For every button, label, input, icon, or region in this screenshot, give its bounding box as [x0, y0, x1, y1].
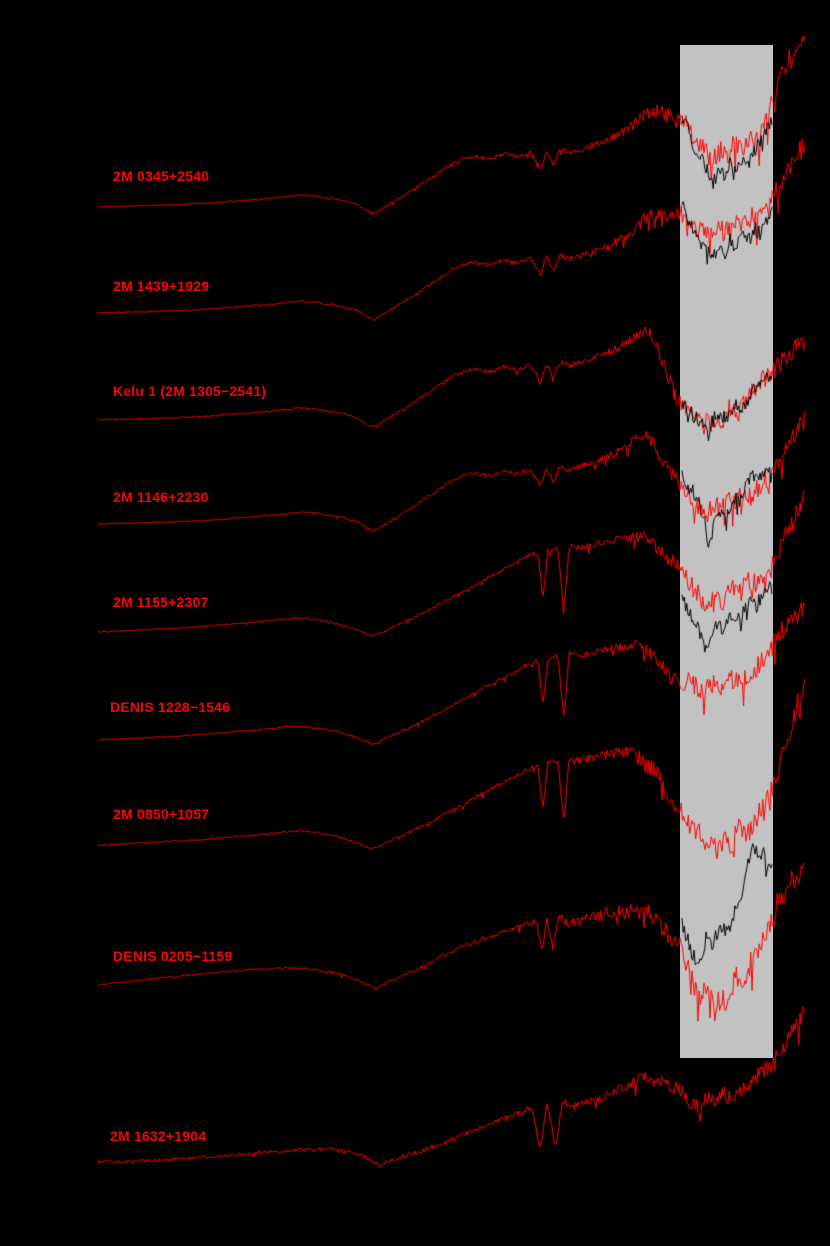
spectrum-label-s1: 2M 0345+2540 [113, 168, 210, 184]
spectrum-label-s5: 2M 1155+2307 [113, 594, 209, 610]
spectrum-label-s9: 2M 1632+1904 [110, 1128, 207, 1144]
spectrum-label-s3: Kelu 1 (2M 1305−2541) [113, 383, 267, 399]
spectrum-label-s7: 2M 0850+1057 [113, 806, 210, 822]
spectrum-label-s6: DENIS 1228−1546 [110, 699, 231, 715]
spectrum-label-s2: 2M 1439+1929 [113, 278, 210, 294]
spectrum-label-s4: 2M 1146+2230 [113, 489, 209, 505]
spectrum-label-s8: DENIS 0205−1159 [113, 948, 233, 964]
